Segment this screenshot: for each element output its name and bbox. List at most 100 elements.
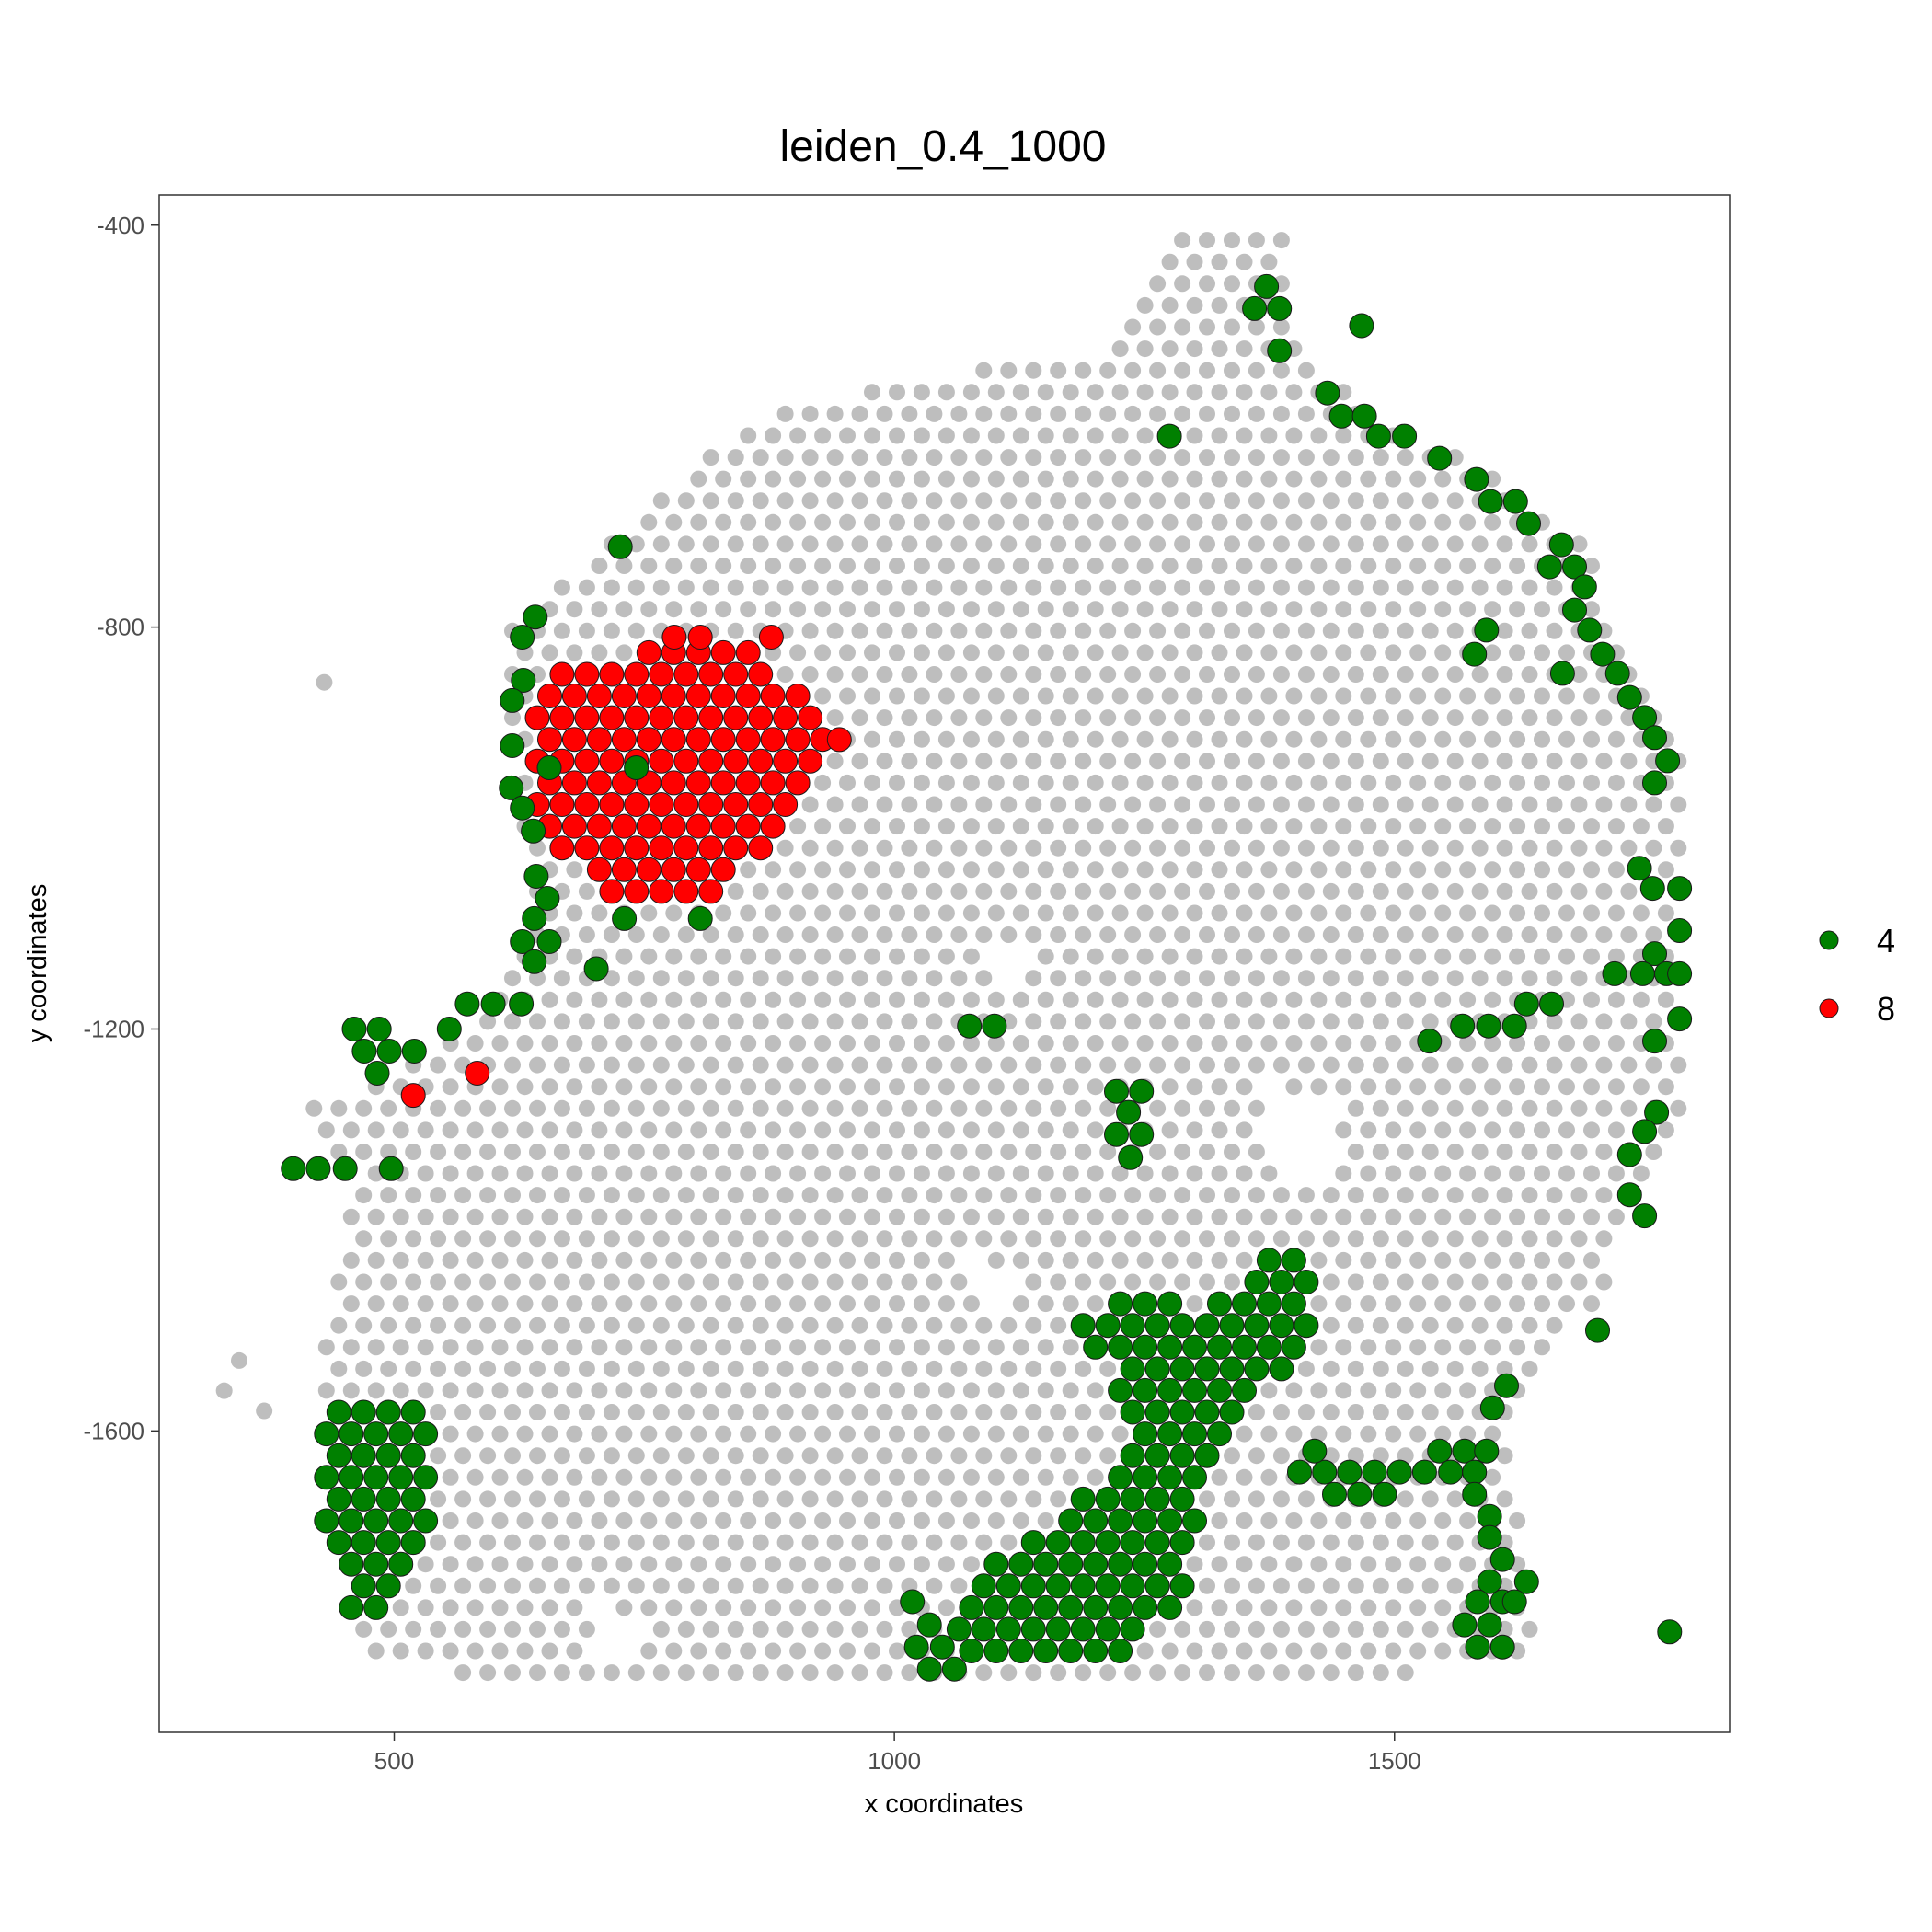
background-spot — [1224, 275, 1240, 293]
background-spot — [1421, 1620, 1439, 1638]
background-spot — [1136, 991, 1154, 1008]
spot-cluster-4 — [1427, 445, 1453, 471]
background-spot — [1174, 275, 1191, 293]
background-spot — [950, 1360, 968, 1377]
spot-cluster-4 — [687, 905, 713, 931]
background-spot — [740, 991, 757, 1008]
spot-cluster-4 — [624, 755, 650, 780]
background-spot — [603, 622, 620, 639]
background-spot — [776, 1447, 794, 1465]
background-spot — [926, 1317, 943, 1334]
background-spot — [677, 1317, 695, 1334]
background-spot — [479, 1144, 497, 1160]
background-spot — [1372, 1013, 1389, 1030]
background-spot — [1583, 558, 1600, 574]
background-spot — [1037, 644, 1054, 661]
background-spot — [516, 1295, 534, 1313]
background-spot — [1012, 427, 1029, 444]
background-spot — [430, 1534, 447, 1551]
background-spot — [367, 1208, 385, 1225]
background-spot — [677, 1013, 695, 1030]
background-spot — [1248, 318, 1265, 336]
spot-cluster-8 — [673, 705, 699, 730]
background-spot — [1583, 774, 1600, 791]
background-spot — [504, 1187, 521, 1204]
spot-cluster-4 — [1120, 1356, 1145, 1382]
background-spot — [1236, 1425, 1253, 1443]
background-spot — [1236, 1642, 1253, 1660]
background-spot — [1111, 818, 1129, 835]
background-spot — [1409, 730, 1427, 748]
background-spot — [1335, 513, 1352, 531]
background-spot — [789, 991, 807, 1008]
background-spot — [814, 1208, 832, 1225]
background-spot — [826, 1360, 844, 1377]
background-spot — [504, 1273, 521, 1291]
background-spot — [1397, 1144, 1414, 1160]
background-spot — [430, 1230, 447, 1248]
background-spot — [1509, 730, 1526, 748]
spot-cluster-4 — [1478, 489, 1503, 514]
spot-cluster-4 — [1144, 1313, 1170, 1339]
background-spot — [1335, 818, 1352, 835]
background-spot — [1620, 753, 1638, 770]
background-spot — [1347, 449, 1364, 466]
spot-cluster-8 — [549, 835, 575, 861]
background-spot — [1496, 622, 1513, 639]
background-spot — [591, 1425, 608, 1443]
background-spot — [876, 1534, 893, 1551]
background-spot — [1607, 991, 1625, 1008]
background-spot — [1297, 579, 1315, 596]
background-spot — [665, 1642, 683, 1660]
background-spot — [987, 904, 1005, 922]
background-spot — [1347, 1360, 1364, 1377]
background-spot — [466, 1121, 484, 1139]
background-spot — [1186, 991, 1203, 1008]
spot-cluster-8 — [649, 748, 674, 774]
background-spot — [1111, 948, 1129, 965]
spot-cluster-4 — [1133, 1594, 1158, 1620]
background-spot — [1012, 904, 1029, 922]
background-spot — [1335, 1165, 1352, 1182]
background-spot — [962, 558, 980, 574]
background-spot — [1409, 1165, 1427, 1182]
spot-cluster-8 — [760, 727, 786, 753]
background-spot — [1211, 904, 1228, 922]
background-spot — [516, 1512, 534, 1529]
background-spot — [541, 1468, 558, 1486]
background-spot — [851, 753, 868, 770]
background-spot — [752, 970, 769, 987]
background-spot — [1174, 970, 1191, 987]
background-spot — [1297, 1056, 1315, 1074]
spot-cluster-4 — [1287, 1459, 1312, 1485]
spot-cluster-4 — [1450, 1013, 1476, 1039]
background-spot — [1421, 970, 1439, 987]
background-spot — [1534, 1078, 1550, 1096]
spot-cluster-8 — [698, 705, 724, 730]
background-spot — [1570, 970, 1588, 987]
background-spot — [1347, 1620, 1364, 1638]
spot-cluster-4 — [510, 795, 535, 821]
background-spot — [1385, 948, 1402, 965]
background-spot — [889, 1295, 905, 1313]
background-spot — [1186, 1642, 1203, 1660]
background-spot — [1149, 926, 1167, 943]
background-spot — [1087, 513, 1104, 531]
background-spot — [1471, 926, 1489, 943]
spot-cluster-4 — [326, 1399, 351, 1425]
background-spot — [1347, 1404, 1364, 1420]
background-spot — [1000, 405, 1018, 422]
background-spot — [1360, 1425, 1377, 1443]
background-spot — [889, 687, 905, 705]
background-spot — [1260, 1642, 1278, 1660]
background-spot — [640, 1382, 658, 1399]
background-spot — [950, 1099, 968, 1117]
background-spot — [1570, 1056, 1588, 1074]
background-spot — [987, 991, 1005, 1008]
spot-cluster-4 — [1347, 1481, 1373, 1507]
background-spot — [1570, 535, 1588, 553]
background-spot — [987, 1165, 1005, 1182]
background-spot — [454, 1360, 472, 1377]
background-spot — [1050, 1447, 1067, 1465]
